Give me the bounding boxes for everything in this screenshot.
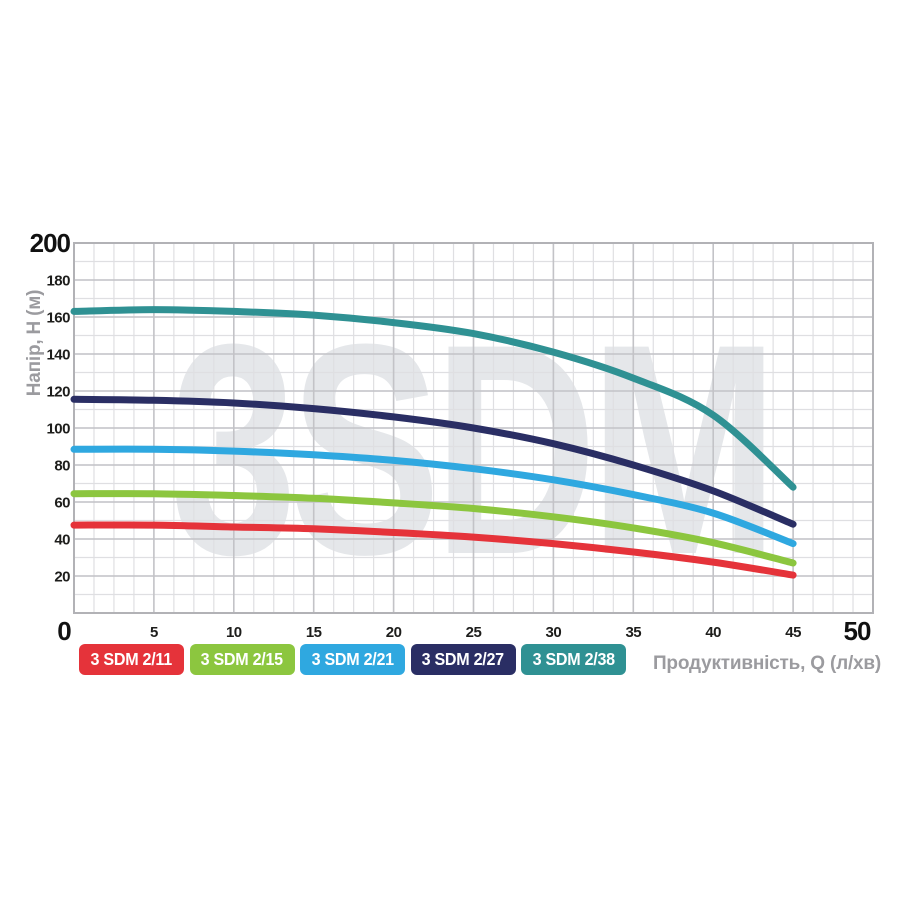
- x-tick-label-15: 15: [306, 624, 322, 641]
- legend: 3 SDM 2/11 3 SDM 2/15 3 SDM 2/21 3 SDM 2/27…: [79, 644, 626, 675]
- y-tick-label-20: 20: [54, 569, 70, 586]
- y-tick-label-60: 60: [54, 495, 70, 512]
- x-tick-label-0: 0: [57, 616, 71, 646]
- x-tick-label-25: 25: [466, 624, 482, 641]
- legend-badge-label: 3 SDM 2/11: [90, 649, 173, 669]
- x-tick-label-35: 35: [625, 624, 641, 641]
- series-line-3-sdm-2-27: [70, 395, 797, 528]
- legend-badge-label: 3 SDM 2/15: [200, 649, 284, 669]
- legend-badge-label: 3 SDM 2/27: [421, 649, 505, 669]
- plot-border: [73, 242, 874, 614]
- legend-badge-3-sdm-2-21: 3 SDM 2/21: [300, 644, 405, 675]
- legend-badge-label: 3 SDM 2/38: [532, 649, 615, 669]
- x-axis-title: Продуктивність, Q (л/хв): [653, 653, 881, 674]
- y-axis-tick-labels: 20 40 60 80 100 120 140 160 180 200: [30, 228, 72, 586]
- legend-badge-label: 3 SDM 2/21: [311, 649, 394, 669]
- series-line-3-sdm-2-15: [70, 490, 797, 567]
- legend-badge-3-sdm-2-15: 3 SDM 2/15: [189, 644, 295, 675]
- series-lines: [70, 306, 797, 579]
- y-tick-label-120: 120: [46, 384, 70, 401]
- y-tick-label-140: 140: [46, 347, 70, 364]
- x-tick-label-5: 5: [150, 624, 158, 641]
- y-tick-label-160: 160: [46, 310, 70, 327]
- x-tick-label-45: 45: [785, 624, 801, 641]
- y-tick-label-180: 180: [46, 273, 70, 290]
- legend-badge-3-sdm-2-38: 3 SDM 2/38: [521, 644, 626, 675]
- series-line-3-sdm-2-11: [70, 521, 797, 579]
- legend-badge-3-sdm-2-27: 3 SDM 2/27: [410, 644, 516, 675]
- y-axis-title: Напір, H (м): [24, 290, 45, 397]
- x-tick-label-10: 10: [226, 624, 242, 641]
- y-tick-label-200: 200: [30, 228, 71, 258]
- y-tick-label-80: 80: [54, 458, 70, 475]
- x-tick-label-40: 40: [705, 624, 721, 641]
- x-tick-label-50: 50: [844, 616, 871, 646]
- x-tick-label-20: 20: [386, 624, 402, 641]
- y-tick-label-40: 40: [54, 532, 70, 549]
- series-line-3-sdm-2-38: [70, 306, 797, 491]
- x-axis-tick-labels: 0 5 10 15 20 25 30 35 40 45 50: [57, 616, 872, 646]
- x-tick-label-30: 30: [546, 624, 562, 641]
- legend-badge-3-sdm-2-11: 3 SDM 2/11: [79, 644, 184, 675]
- series-line-3-sdm-2-21: [70, 445, 797, 548]
- y-tick-label-100: 100: [46, 421, 70, 438]
